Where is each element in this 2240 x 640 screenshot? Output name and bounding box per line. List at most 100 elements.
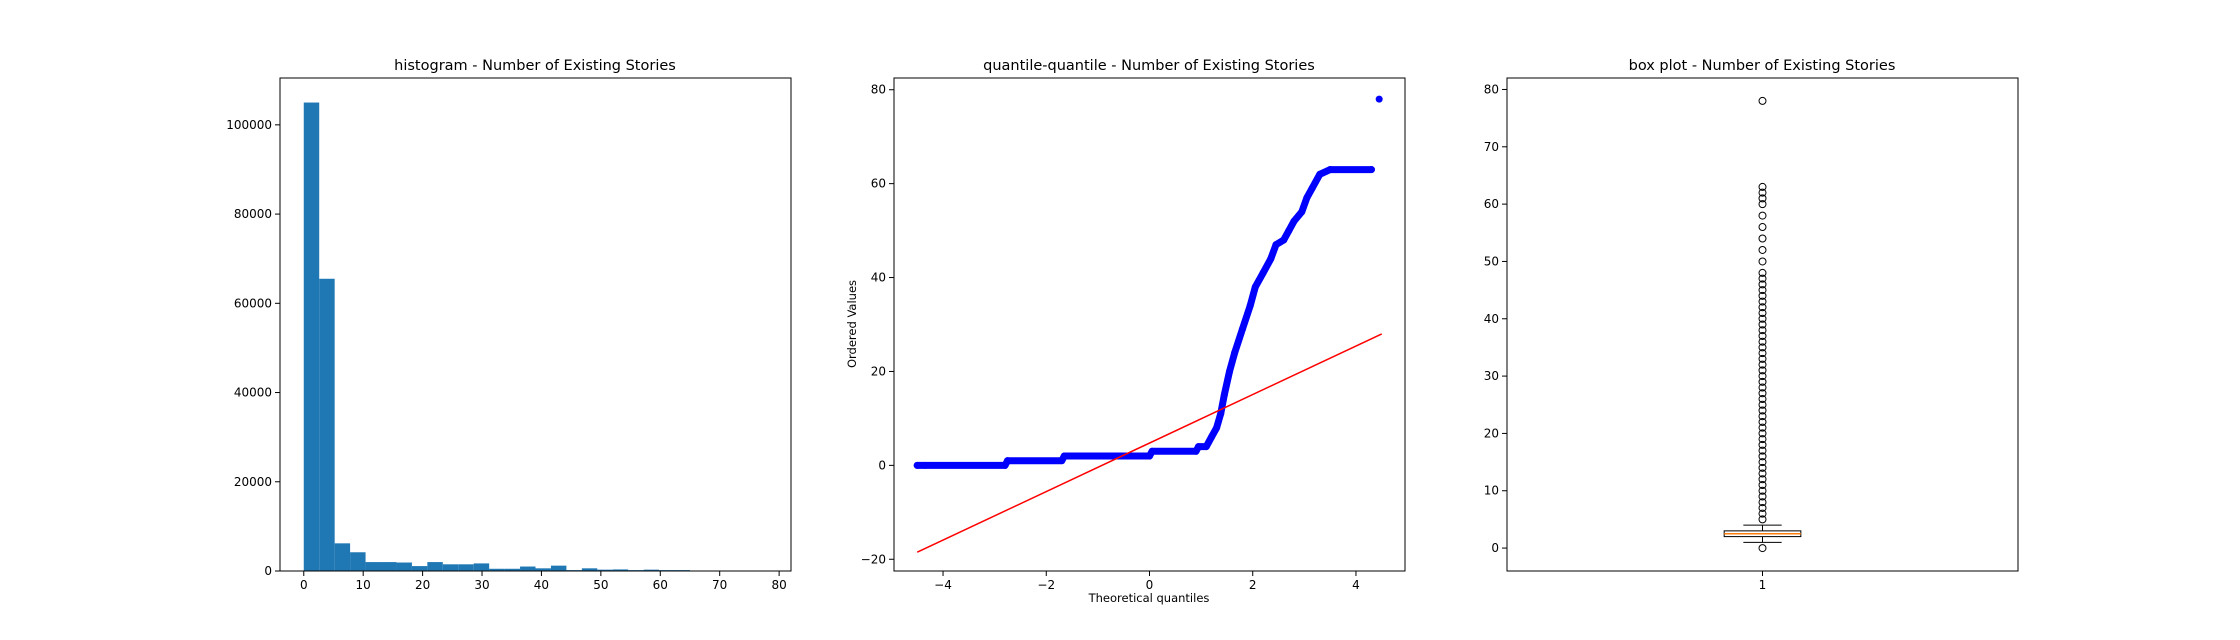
histogram-x-tick-label: 0 xyxy=(300,578,308,592)
boxplot-flier xyxy=(1758,274,1767,283)
boxplot-flier xyxy=(1758,280,1767,289)
qq-point xyxy=(1060,452,1068,460)
histogram-bar xyxy=(442,564,459,571)
qq-point xyxy=(1148,447,1156,455)
boxplot-flier xyxy=(1758,200,1767,209)
qq-point xyxy=(1238,325,1246,333)
boxplot-flier xyxy=(1758,366,1767,375)
boxplot-flier xyxy=(1758,446,1767,455)
qq-y-tick-label: 0 xyxy=(878,458,886,472)
histogram-y-tick-label: 60000 xyxy=(234,296,272,310)
qq-x-tick-label: 0 xyxy=(1146,578,1154,592)
qq-ylabel: Ordered Values xyxy=(845,280,859,368)
qq-y-tick-label: 40 xyxy=(871,271,886,285)
boxplot-flier xyxy=(1758,417,1767,426)
histogram-y-tick-label: 80000 xyxy=(234,207,272,221)
boxplot-flier xyxy=(1758,481,1767,490)
boxplot-flier xyxy=(1758,458,1767,467)
qq-y-tick-label: 60 xyxy=(871,177,886,191)
boxplot-flier xyxy=(1758,429,1767,438)
histogram-bar xyxy=(427,562,443,571)
qq-frame xyxy=(893,77,1406,572)
qq-point xyxy=(1226,367,1234,375)
boxplot-flier xyxy=(1758,326,1767,335)
qq-panel: quantile-quantile - Number of Existing S… xyxy=(845,58,1406,605)
qq-point xyxy=(1004,457,1012,465)
boxplot-flier xyxy=(1758,354,1767,363)
boxplot-flier xyxy=(1758,423,1767,432)
histogram-bar xyxy=(411,566,428,571)
histogram-y-tick-label: 40000 xyxy=(234,386,272,400)
qq-x-tick-label: −2 xyxy=(1037,578,1055,592)
histogram-x-tick-label: 30 xyxy=(474,578,489,592)
histogram-bar xyxy=(473,563,490,571)
boxplot-flier xyxy=(1758,291,1767,300)
boxplot-y-tick-label: 60 xyxy=(1484,197,1499,211)
qq-point xyxy=(1259,269,1267,277)
boxplot-flier xyxy=(1758,463,1767,472)
qq-y-tick-label: 20 xyxy=(871,364,886,378)
qq-point xyxy=(1272,241,1280,249)
boxplot-flier xyxy=(1758,452,1767,461)
qq-x-tick-label: 4 xyxy=(1352,578,1360,592)
qq-x-tick-label: −4 xyxy=(934,578,952,592)
boxplot-flier xyxy=(1758,475,1767,484)
boxplot-y-tick-label: 20 xyxy=(1484,426,1499,440)
qq-point xyxy=(1202,443,1210,451)
qq-point xyxy=(1316,170,1324,178)
histogram-x-tick-label: 70 xyxy=(712,578,727,592)
qq-point xyxy=(1280,236,1288,244)
boxplot-flier xyxy=(1758,406,1767,415)
histogram-bar xyxy=(643,569,660,571)
qq-point xyxy=(1213,424,1221,432)
boxplot-flier xyxy=(1758,492,1767,501)
boxplot-flier xyxy=(1758,469,1767,478)
qq-point xyxy=(1195,443,1203,451)
histogram-bar xyxy=(334,543,351,571)
boxplot-flier xyxy=(1758,503,1767,512)
histogram-y-tick-label: 0 xyxy=(264,564,272,578)
boxplot-flier xyxy=(1758,297,1767,306)
histogram-bar xyxy=(396,562,412,571)
boxplot-flier xyxy=(1758,303,1767,312)
boxplot-flier xyxy=(1758,486,1767,495)
boxplot-y-tick-label: 50 xyxy=(1484,254,1499,268)
histogram-panel: histogram - Number of Existing Stories 0… xyxy=(226,58,792,592)
boxplot-flier xyxy=(1758,372,1767,381)
boxplot-panel: box plot - Number of Existing Stories 1 … xyxy=(1484,58,2019,592)
boxplot-flier xyxy=(1758,395,1767,404)
qq-point xyxy=(1326,166,1334,174)
qq-point xyxy=(1290,217,1298,225)
histogram-x-tick-label: 40 xyxy=(534,578,549,592)
histogram-y-tick-label: 100000 xyxy=(226,118,272,132)
boxplot-flier xyxy=(1758,498,1767,507)
histogram-x-tick-label: 10 xyxy=(356,578,371,592)
histogram-title: histogram - Number of Existing Stories xyxy=(394,58,676,74)
histogram-y-tick-label: 20000 xyxy=(234,475,272,489)
boxplot-y-tick-label: 30 xyxy=(1484,369,1499,383)
boxplot-flier xyxy=(1758,286,1767,295)
boxplot-flier xyxy=(1758,435,1767,444)
boxplot-x-tick-label: 1 xyxy=(1759,578,1767,592)
boxplot-y-tick-label: 0 xyxy=(1491,541,1499,555)
histogram-bar xyxy=(535,568,551,571)
boxplot-flier xyxy=(1758,544,1767,553)
histogram-bar xyxy=(350,552,366,571)
qq-x-tick-label: 2 xyxy=(1249,578,1257,592)
histogram-bar xyxy=(581,568,598,571)
histogram-bar xyxy=(520,566,536,571)
qq-point xyxy=(1308,184,1316,192)
qq-point xyxy=(1207,433,1215,441)
boxplot-flier xyxy=(1758,182,1767,191)
histogram-bar xyxy=(597,569,613,571)
boxplot-flier xyxy=(1758,515,1767,524)
boxplot-flier xyxy=(1758,309,1767,318)
qq-point xyxy=(1251,283,1259,291)
boxplot-flier xyxy=(1758,234,1767,243)
histogram-bar xyxy=(504,568,521,571)
boxplot-y-tick-label: 80 xyxy=(1484,82,1499,96)
qq-point xyxy=(921,461,929,469)
qq-point xyxy=(1285,227,1293,235)
histogram-bar xyxy=(365,562,382,571)
